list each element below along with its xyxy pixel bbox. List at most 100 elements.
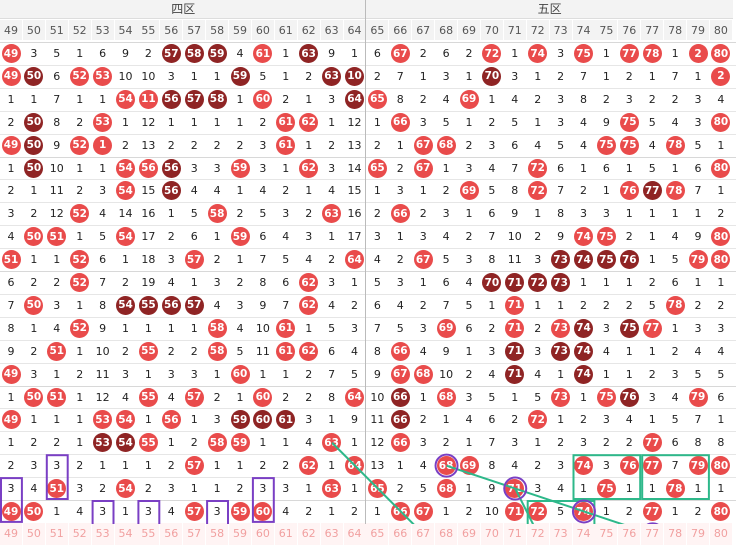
miss-count: 2 [419,413,427,427]
ball-icon: 51 [47,479,67,499]
ball-icon: 54 [116,479,135,499]
miss-count: 1 [328,505,336,518]
miss-count: 7 [557,184,565,198]
miss-count: 4 [534,138,542,152]
miss-count: 3 [488,344,496,358]
ball-icon: 77 [619,44,639,63]
miss-count: 3 [419,436,427,450]
miss-count: 1 [53,505,61,518]
drawn-number-ball: 79 [687,386,709,409]
miss-count: 4 [122,390,129,404]
miss-count: 1 [648,413,656,427]
ball-icon: 49 [1,66,21,86]
miss-count: 6 [442,47,450,60]
column-number: 65 [366,20,389,40]
miss-count: 2 [671,344,679,358]
miss-count: 2 [419,47,427,60]
drawn-number-ball: 80 [710,500,732,523]
miss-count: 11 [370,413,385,427]
miss-count: 11 [255,344,270,358]
column-number: 63 [320,20,343,40]
miss-count: 5 [488,184,496,198]
miss-count: 2 [53,276,61,289]
drawn-number-ball: 60 [252,386,274,409]
miss-count: 19 [141,276,156,289]
ball-icon: 51 [47,227,67,247]
miss-count: 4 [580,115,587,129]
ball-icon: 78 [642,44,662,63]
miss-count: 6 [488,207,496,221]
ball-icon: 56 [161,158,181,178]
miss-count: 7 [694,413,702,427]
miss-count: 9 [442,344,450,358]
miss-count: 2 [30,276,38,289]
drawn-number-ball: 68 [435,386,457,409]
miss-count: 5 [351,367,358,381]
miss-count: 8 [488,459,496,473]
miss-count: 4 [328,298,336,312]
miss-count: 4 [534,367,542,381]
miss-count: 1 [190,115,198,129]
miss-count: 16 [347,207,362,221]
ball-icon: 66 [390,204,410,224]
column-number: 59 [229,20,251,40]
miss-count: 1 [442,413,450,427]
drawn-number-ball: 59 [229,225,251,248]
miss-count: 10 [255,321,270,335]
miss-count: 3 [602,459,610,473]
ball-icon: 51 [47,341,67,361]
miss-count: 1 [557,298,565,312]
miss-count: 3 [465,253,473,267]
ball-icon: 65 [367,89,387,109]
miss-count: 2 [213,138,221,152]
miss-count: 2 [305,69,313,83]
ball-icon: 60 [253,410,273,430]
ball-icon: 59 [230,502,250,521]
ball-icon: 50 [24,112,44,132]
miss-count: 4 [671,390,679,404]
miss-count: 3 [213,413,221,427]
drawn-number-ball: 74 [573,317,595,340]
miss-count: 2 [419,298,427,312]
miss-count: 1 [328,115,336,129]
footer-number: 66 [389,522,412,545]
drawn-number-ball: 71 [504,271,526,294]
drawn-number-ball: 50 [23,134,45,157]
drawn-number-ball: 76 [618,454,640,477]
miss-count: 2 [99,482,107,496]
miss-count: 1 [213,482,221,496]
miss-count: 7 [282,298,290,312]
drawn-number-ball: 78 [664,477,686,500]
miss-count: 3 [167,253,175,267]
miss-count: 9 [328,47,336,60]
miss-count: 2 [30,344,38,358]
footer-number: 70 [480,522,503,545]
ball-icon: 50 [24,295,44,315]
miss-count: 1 [465,207,473,221]
drawn-number-ball: 67 [389,42,411,65]
miss-count: 1 [648,230,656,244]
drawn-number-ball: 66 [389,431,411,454]
miss-count: 2 [373,138,381,152]
miss-count: 1 [717,276,725,289]
drawn-number-ball: 52 [69,317,91,340]
miss-count: 1 [122,321,129,335]
drawn-number-ball: 78 [641,42,663,65]
drawn-number-ball: 80 [710,42,732,65]
miss-count: 1 [213,459,221,473]
miss-count: 2 [648,276,656,289]
ball-icon: 74 [574,227,593,247]
drawn-number-ball: 57 [183,248,205,271]
row-divider [0,42,736,43]
ball-icon: 77 [642,502,662,521]
miss-count: 4 [76,505,84,518]
miss-count: 6 [53,69,61,83]
miss-count: 7 [328,367,336,381]
drawn-number-ball: 64 [344,454,366,477]
ball-icon: 53 [93,410,113,430]
ball-icon: 74 [574,502,593,521]
row-divider [0,271,736,272]
ball-icon: 67 [413,502,433,521]
miss-count: 1 [557,413,565,427]
